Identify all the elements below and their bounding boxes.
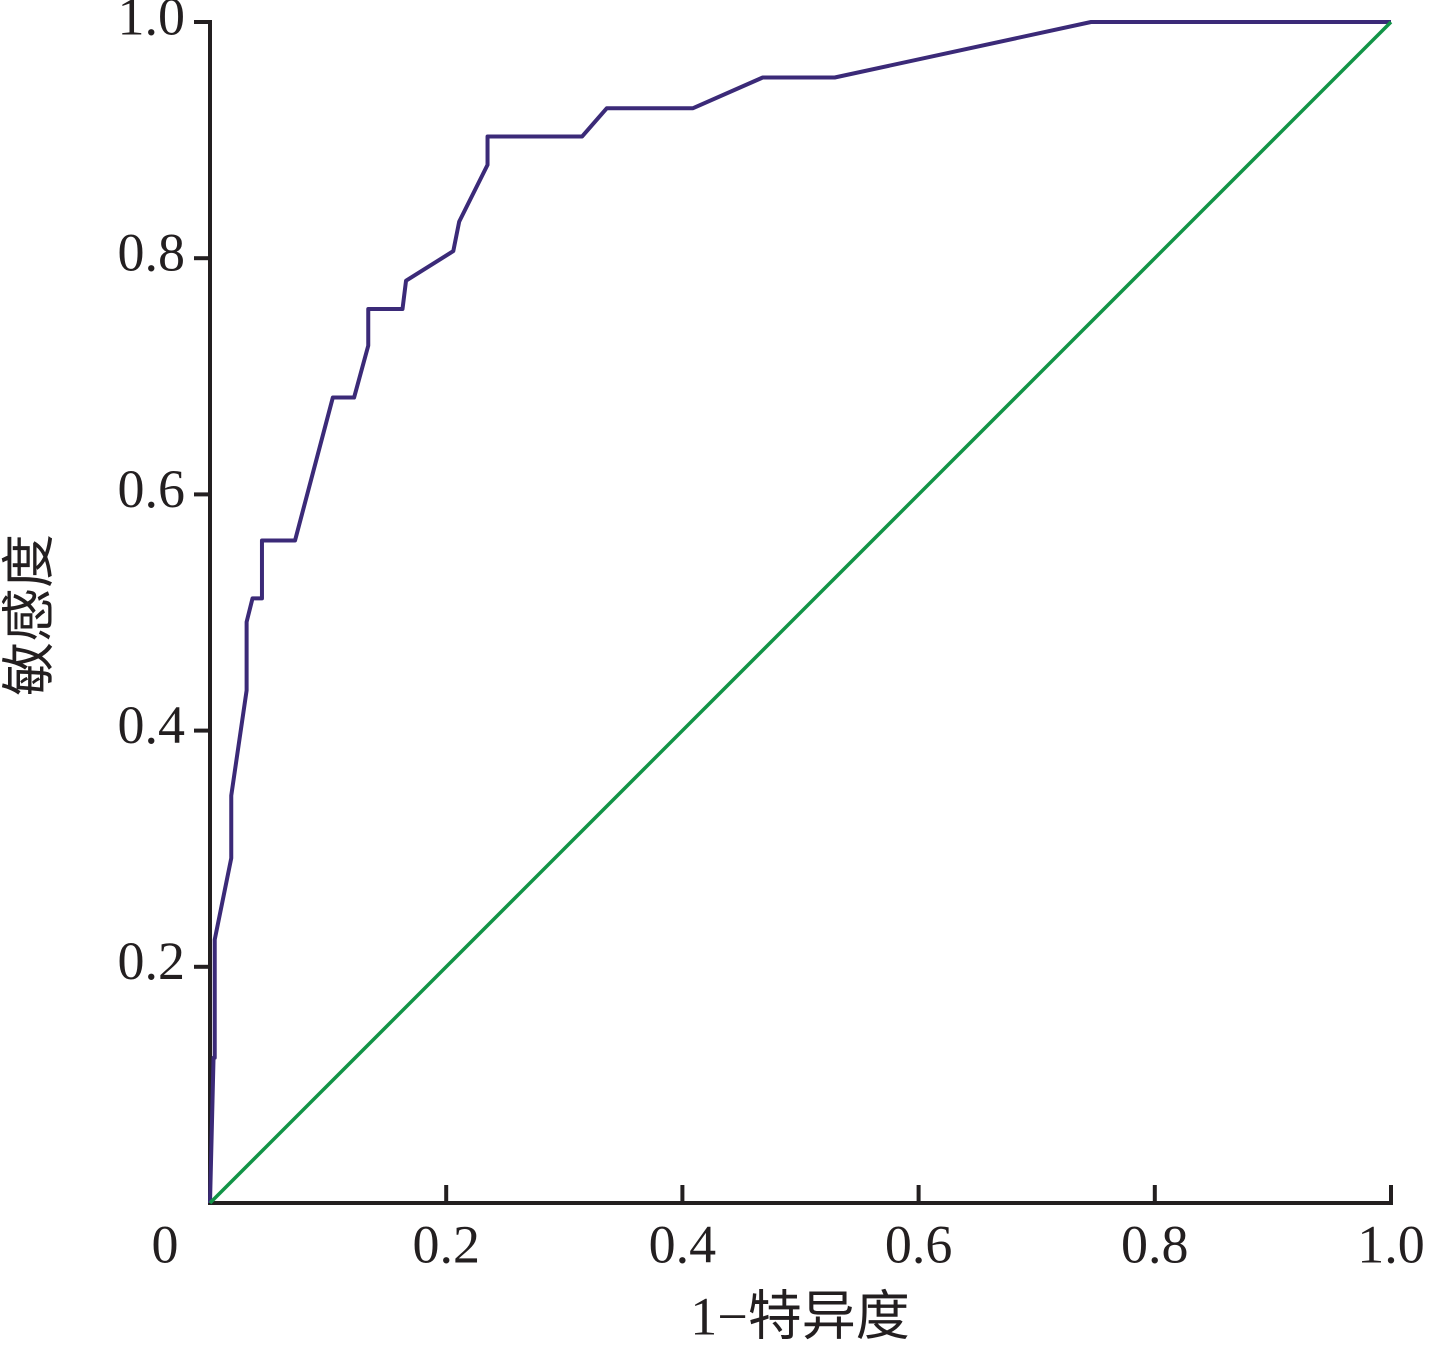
x-tick-label: 0.6 (885, 1214, 953, 1274)
y-tick-label: 1.0 (118, 0, 186, 46)
x-tick-label: 0.4 (649, 1214, 717, 1274)
y-tick-label: 0.4 (118, 695, 186, 755)
x-tick-label: 0.2 (412, 1214, 480, 1274)
x-tick-label: 0.8 (1121, 1214, 1189, 1274)
y-tick-label: 0.8 (118, 223, 186, 283)
x-axis-title: 1−特异度 (690, 1286, 909, 1346)
roc-line (208, 20, 1391, 1204)
y-tick-label: 0.2 (118, 931, 186, 991)
x-tick-label: 1.0 (1357, 1214, 1425, 1274)
y-tick-label: 0.6 (118, 459, 186, 519)
roc-line (208, 20, 1393, 1205)
x-tick-label: 0 (152, 1214, 179, 1274)
y-axis-title: 敏感度 (0, 534, 59, 696)
